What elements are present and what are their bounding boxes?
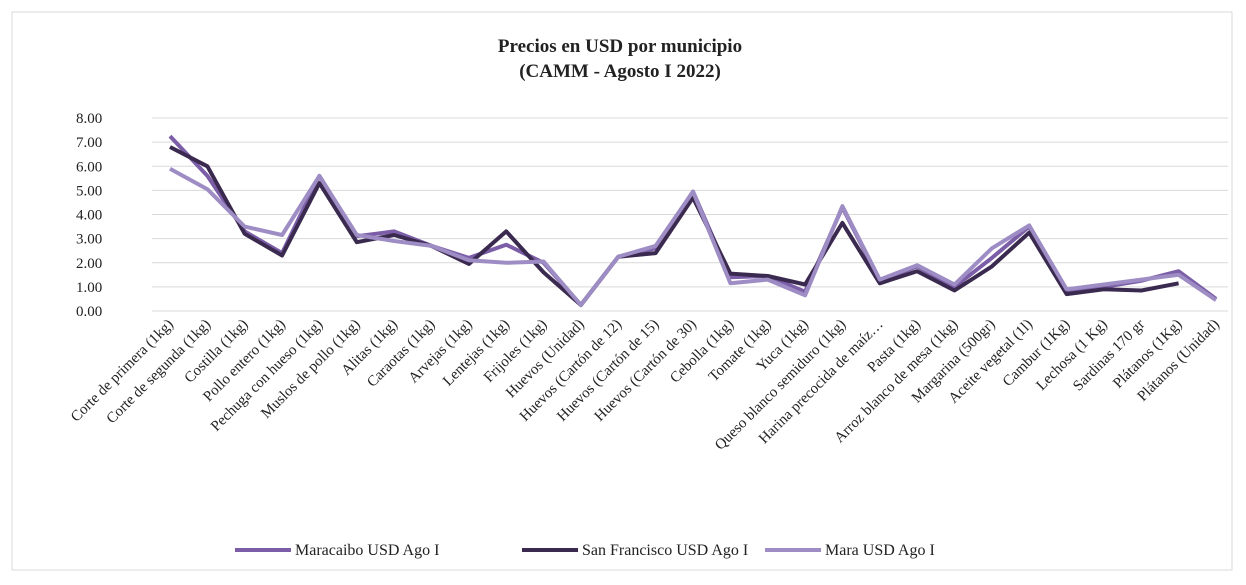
y-tick-label: 5.00 xyxy=(76,183,102,199)
y-tick-label: 8.00 xyxy=(76,111,102,127)
y-tick-label: 3.00 xyxy=(76,232,102,248)
chart-title: Precios en USD por municipio xyxy=(498,36,742,57)
series-line xyxy=(169,145,1179,307)
y-tick-label: 2.00 xyxy=(76,256,102,272)
chart-frame xyxy=(11,11,1233,571)
y-tick-label: 7.00 xyxy=(76,135,102,151)
chart-subtitle: (CAMM - Agosto I 2022) xyxy=(519,61,721,82)
series-line xyxy=(169,166,1218,307)
y-tick-label: 1.00 xyxy=(76,280,102,296)
y-tick-label: 6.00 xyxy=(76,159,102,175)
legend-label: San Francisco USD Ago I xyxy=(582,542,748,559)
y-tick-label: 0.00 xyxy=(76,304,102,320)
legend-label: Maracaibo USD Ago I xyxy=(295,542,439,559)
y-tick-label: 4.00 xyxy=(76,208,102,224)
legend-label: Mara USD Ago I xyxy=(825,542,935,559)
